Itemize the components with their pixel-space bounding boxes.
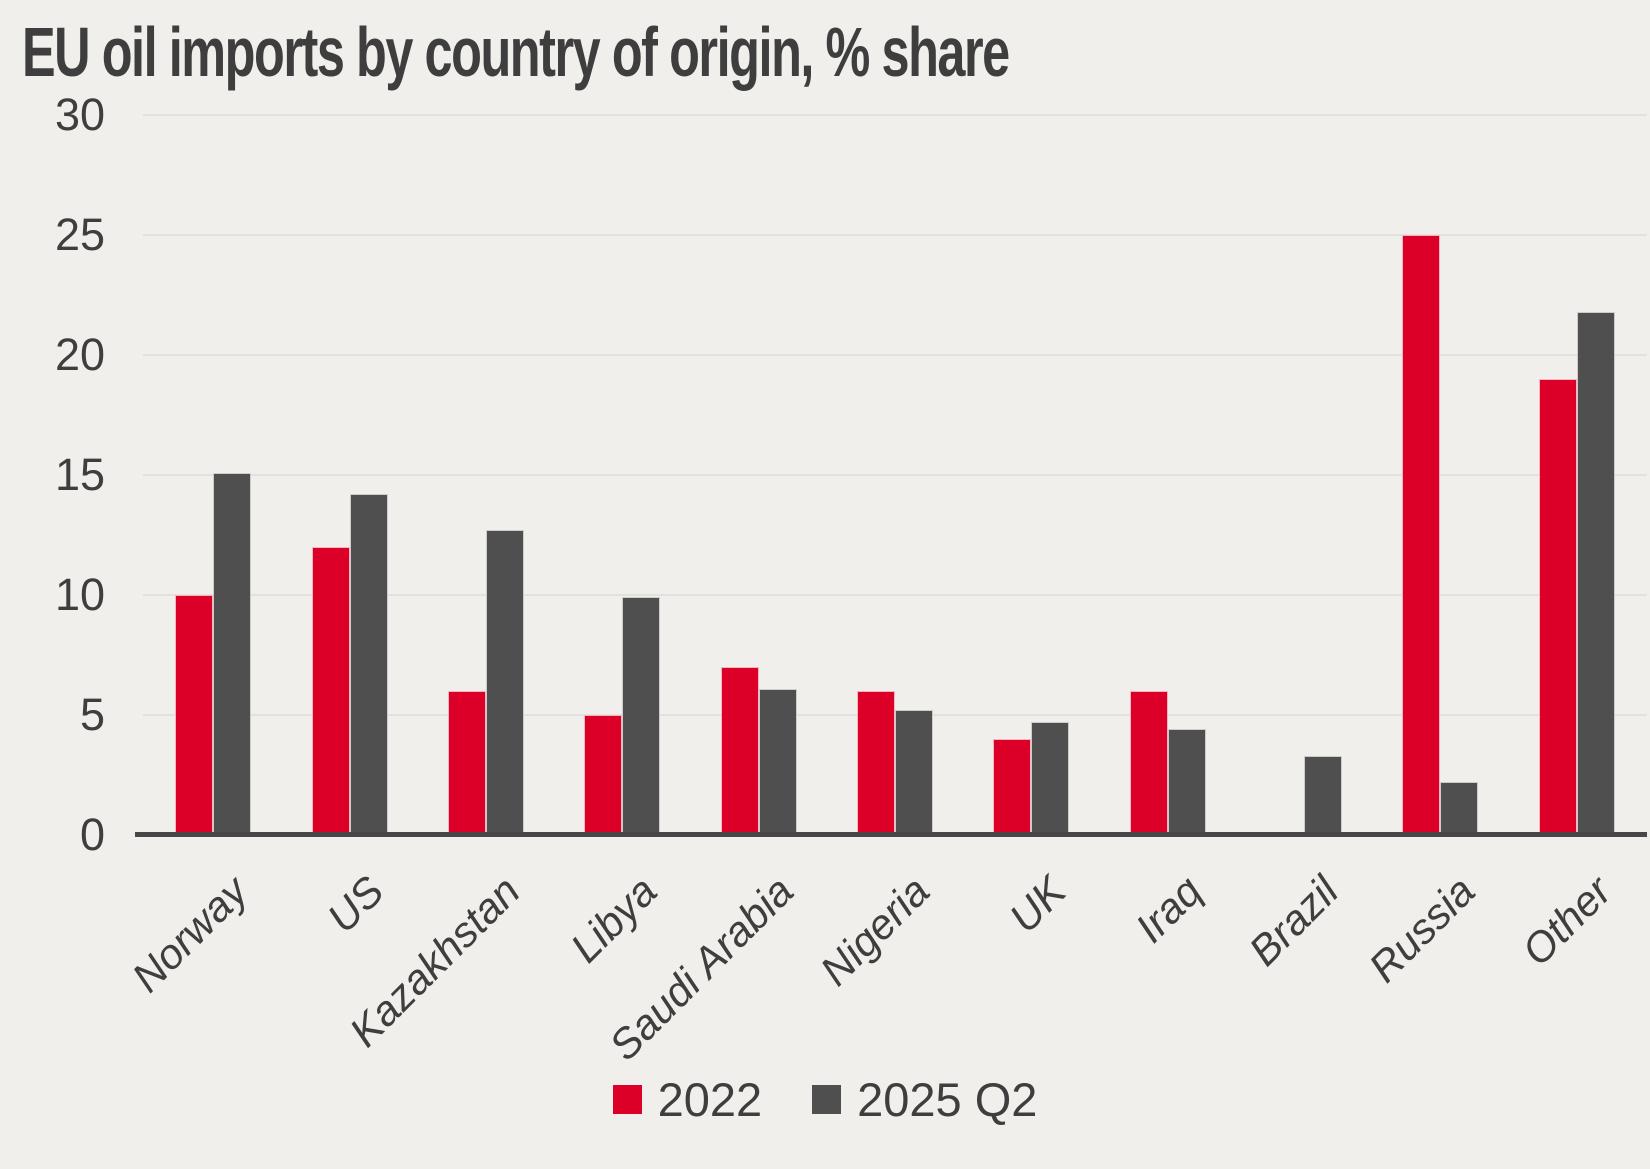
- legend-swatch-2025-q2: [812, 1085, 842, 1114]
- bar-2025-q2-uk: [1031, 722, 1070, 835]
- y-axis-tick-labels: 0 5 10 15 20 25 30: [0, 89, 105, 860]
- bar-2025-q2-libya: [622, 597, 661, 835]
- bar-2025-q2-norway: [213, 473, 252, 835]
- bar-group-libya: [554, 115, 690, 835]
- bar-2025-q2-iraq: [1167, 729, 1206, 835]
- bar-2022-uk: [993, 739, 1032, 835]
- bar-2022-iraq: [1129, 691, 1168, 835]
- plot-area: Norway US Kazakhstan Libya Saudi Arabia Niger…: [122, 114, 1647, 1069]
- bar-series-container: [145, 115, 1645, 835]
- bar-2022-norway: [175, 595, 214, 835]
- bar-2022-other: [1538, 379, 1577, 835]
- legend-item-2022: 2022: [612, 1072, 763, 1127]
- y-tick-label-0: 0: [79, 809, 105, 860]
- y-tick-label-30: 30: [54, 89, 105, 140]
- gridline-20: [143, 354, 1647, 356]
- x-tick-label-norway: Norway: [122, 867, 257, 1001]
- gridline-15: [143, 474, 1647, 476]
- x-axis-line: [135, 832, 1647, 837]
- gridline-30: [143, 114, 1647, 116]
- x-tick-label-uk: UK: [1000, 867, 1075, 942]
- bar-group-uk: [963, 115, 1099, 835]
- bar-group-brazil: [1236, 115, 1372, 835]
- x-tick-label-nigeria: Nigeria: [810, 867, 939, 995]
- bar-group-nigeria: [827, 115, 963, 835]
- x-tick-label-russia: Russia: [1359, 867, 1484, 992]
- x-tick-label-brazil: Brazil: [1239, 867, 1348, 975]
- bar-group-iraq: [1100, 115, 1236, 835]
- legend: 2022 2025 Q2: [0, 1072, 1650, 1127]
- bar-group-us: [281, 115, 417, 835]
- bar-2022-us: [311, 547, 350, 835]
- bar-group-saudi-arabia: [690, 115, 826, 835]
- y-tick-label-10: 10: [54, 569, 105, 620]
- y-tick-label-5: 5: [79, 689, 105, 740]
- bar-group-kazakhstan: [418, 115, 554, 835]
- gridline-10: [143, 594, 1647, 596]
- bar-2022-saudi-arabia: [720, 667, 759, 835]
- bar-2025-q2-us: [349, 494, 388, 835]
- y-tick-label-25: 25: [54, 209, 105, 260]
- y-tick-label-15: 15: [54, 449, 105, 500]
- y-tick-label-20: 20: [54, 329, 105, 380]
- x-tick-label-us: US: [318, 867, 393, 942]
- bar-group-norway: [145, 115, 281, 835]
- bar-2025-q2-other: [1576, 312, 1615, 835]
- bar-2025-q2-nigeria: [894, 710, 933, 835]
- bar-2025-q2-brazil: [1304, 756, 1343, 835]
- bar-2022-kazakhstan: [447, 691, 486, 835]
- gridline-25: [143, 234, 1647, 236]
- bar-2025-q2-russia: [1440, 782, 1479, 835]
- bar-2022-libya: [584, 715, 623, 835]
- legend-swatch-2022: [612, 1085, 642, 1114]
- bar-group-russia: [1372, 115, 1508, 835]
- bar-2025-q2-kazakhstan: [485, 530, 524, 835]
- x-tick-label-iraq: Iraq: [1126, 867, 1211, 952]
- chart-title: EU oil imports by country of origin, % s…: [22, 13, 1010, 91]
- legend-label-2025-q2: 2025 Q2: [857, 1073, 1038, 1126]
- bar-2022-nigeria: [856, 691, 895, 835]
- legend-label-2022: 2022: [657, 1073, 763, 1126]
- x-tick-label-other: Other: [1512, 867, 1621, 975]
- bar-2025-q2-saudi-arabia: [758, 689, 797, 835]
- legend-item-2025-q2: 2025 Q2: [812, 1072, 1037, 1127]
- bar-group-other: [1509, 115, 1645, 835]
- bar-2022-russia: [1402, 235, 1441, 835]
- x-tick-label-libya: Libya: [561, 867, 666, 972]
